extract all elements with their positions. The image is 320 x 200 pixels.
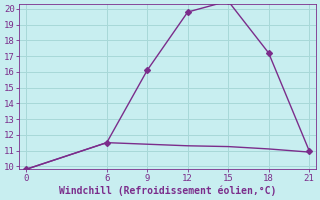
X-axis label: Windchill (Refroidissement éolien,°C): Windchill (Refroidissement éolien,°C) (59, 185, 276, 196)
